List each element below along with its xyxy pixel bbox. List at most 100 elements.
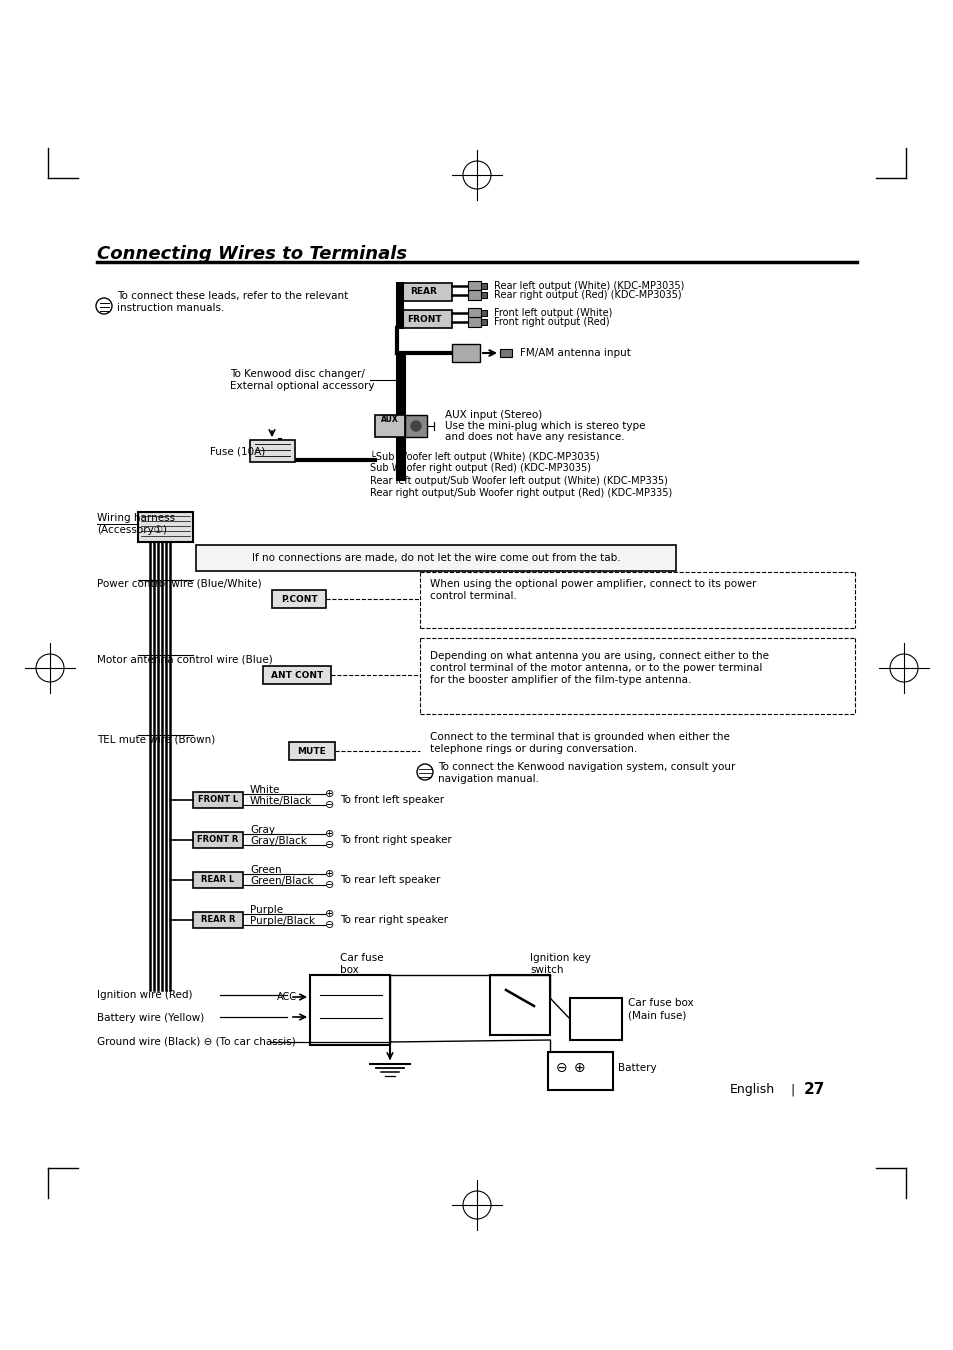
Text: Depending on what antenna you are using, connect either to the: Depending on what antenna you are using,… (430, 651, 768, 661)
Bar (263, 666, 331, 684)
Text: ⊕: ⊕ (325, 788, 335, 799)
Text: External optional accessory: External optional accessory (230, 381, 375, 392)
Text: REAR: REAR (410, 288, 437, 297)
Bar (375, 414, 405, 437)
Text: └Sub Woofer left output (White) (KDC-MP3035): └Sub Woofer left output (White) (KDC-MP3… (370, 451, 599, 462)
Circle shape (530, 995, 536, 1000)
Text: Gray: Gray (250, 825, 274, 836)
Text: Car fuse box: Car fuse box (627, 998, 693, 1008)
Text: FRONT R: FRONT R (197, 836, 238, 845)
Text: ⊕: ⊕ (574, 1061, 585, 1075)
Bar (499, 350, 512, 356)
Bar (193, 872, 243, 888)
Bar (193, 913, 243, 927)
Text: Connecting Wires to Terminals: Connecting Wires to Terminals (97, 244, 407, 263)
Text: Sub Woofer right output (Red) (KDC-MP3035): Sub Woofer right output (Red) (KDC-MP303… (370, 463, 590, 472)
Text: REAR L: REAR L (201, 876, 234, 884)
Text: FRONT L: FRONT L (197, 795, 238, 805)
Circle shape (411, 421, 420, 431)
Text: Motor antenna control wire (Blue): Motor antenna control wire (Blue) (97, 655, 273, 666)
Bar (396, 284, 452, 301)
Text: Connect to the terminal that is grounded when either the: Connect to the terminal that is grounded… (430, 732, 729, 742)
Bar (195, 545, 676, 571)
Text: Gray/Black: Gray/Black (250, 836, 307, 846)
Text: ⊖: ⊖ (325, 919, 335, 930)
Bar (193, 792, 243, 809)
Text: Purple: Purple (250, 904, 283, 915)
Text: ACC: ACC (276, 992, 296, 1002)
Text: MUTE: MUTE (297, 747, 326, 756)
Text: ⊕: ⊕ (325, 909, 335, 919)
Text: ⊖: ⊖ (325, 840, 335, 850)
Text: FM/AM antenna input: FM/AM antenna input (519, 348, 630, 358)
Bar (480, 292, 486, 298)
Text: Rear left output (White) (KDC-MP3035): Rear left output (White) (KDC-MP3035) (494, 281, 683, 292)
Text: FRONT: FRONT (406, 315, 441, 324)
Bar (310, 975, 390, 1045)
Text: instruction manuals.: instruction manuals. (117, 302, 224, 313)
Text: When using the optional power amplifier, connect to its power: When using the optional power amplifier,… (430, 579, 756, 589)
Text: Battery: Battery (618, 1062, 656, 1073)
Bar (480, 284, 486, 289)
Text: Ground wire (Black) ⊖ (To car chassis): Ground wire (Black) ⊖ (To car chassis) (97, 1037, 295, 1048)
Bar (289, 743, 335, 760)
Text: control terminal of the motor antenna, or to the power terminal: control terminal of the motor antenna, o… (430, 663, 761, 674)
Text: White: White (250, 784, 280, 795)
Text: Fuse (10A): Fuse (10A) (210, 446, 265, 456)
Bar (468, 308, 480, 319)
Text: P.CONT: P.CONT (280, 594, 317, 603)
Text: Rear left output/Sub Woofer left output (White) (KDC-MP335): Rear left output/Sub Woofer left output … (370, 477, 667, 486)
Bar (405, 414, 427, 437)
Text: Green/Black: Green/Black (250, 876, 314, 886)
Text: navigation manual.: navigation manual. (437, 774, 538, 784)
Bar (138, 512, 193, 541)
Bar (250, 440, 294, 462)
Text: To connect the Kenwood navigation system, consult your: To connect the Kenwood navigation system… (437, 761, 735, 772)
Text: ⊖: ⊖ (325, 880, 335, 890)
Text: Front right output (Red): Front right output (Red) (494, 317, 609, 327)
Text: To connect these leads, refer to the relevant: To connect these leads, refer to the rel… (117, 292, 348, 301)
Text: Power control wire (Blue/White): Power control wire (Blue/White) (97, 579, 261, 589)
Text: Car fuse: Car fuse (339, 953, 383, 963)
Bar (468, 281, 480, 292)
Circle shape (503, 995, 510, 1000)
Text: Purple/Black: Purple/Black (250, 917, 314, 926)
Bar (468, 317, 480, 327)
Text: telephone rings or during conversation.: telephone rings or during conversation. (430, 744, 637, 755)
Text: AUX: AUX (381, 416, 398, 424)
Text: Green: Green (250, 865, 281, 875)
Text: Ignition wire (Red): Ignition wire (Red) (97, 990, 193, 1000)
Text: Rear right output/Sub Woofer right output (Red) (KDC-MP335): Rear right output/Sub Woofer right outpu… (370, 487, 672, 498)
Bar (480, 319, 486, 325)
Text: Battery wire (Yellow): Battery wire (Yellow) (97, 1012, 204, 1023)
Text: Front left output (White): Front left output (White) (494, 308, 612, 319)
Text: Rear right output (Red) (KDC-MP3035): Rear right output (Red) (KDC-MP3035) (494, 290, 680, 300)
Text: (Main fuse): (Main fuse) (627, 1010, 685, 1021)
Text: To Kenwood disc changer/: To Kenwood disc changer/ (230, 369, 364, 379)
Text: ⊖: ⊖ (325, 801, 335, 810)
Text: White/Black: White/Black (250, 796, 312, 806)
Text: ⊖: ⊖ (556, 1061, 567, 1075)
Text: To front right speaker: To front right speaker (339, 836, 452, 845)
Text: ⊕: ⊕ (325, 869, 335, 879)
Bar (569, 998, 621, 1040)
Text: REAR R: REAR R (200, 915, 235, 925)
Bar (193, 832, 243, 848)
Bar (452, 344, 479, 362)
Text: and does not have any resistance.: and does not have any resistance. (444, 432, 624, 441)
Text: |: | (790, 1084, 794, 1096)
Text: Wiring harness: Wiring harness (97, 513, 175, 522)
Text: English: English (729, 1084, 774, 1096)
Text: ⊕: ⊕ (325, 829, 335, 838)
Text: box: box (339, 965, 358, 975)
Bar (396, 310, 452, 328)
Text: (Accessory①): (Accessory①) (97, 525, 167, 535)
Text: AUX input (Stereo): AUX input (Stereo) (444, 410, 541, 420)
Bar (547, 1052, 613, 1089)
Text: To front left speaker: To front left speaker (339, 795, 444, 805)
Text: To rear right speaker: To rear right speaker (339, 915, 448, 925)
Bar (272, 590, 326, 608)
Text: To rear left speaker: To rear left speaker (339, 875, 440, 886)
Bar (468, 290, 480, 300)
Text: for the booster amplifier of the film-type antenna.: for the booster amplifier of the film-ty… (430, 675, 691, 684)
